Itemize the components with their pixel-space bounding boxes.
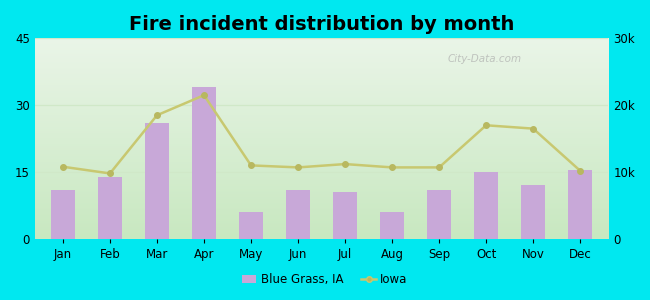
Title: Fire incident distribution by month: Fire incident distribution by month — [129, 15, 514, 34]
Bar — [192, 87, 216, 239]
Bar — [239, 212, 263, 239]
Bar — [51, 190, 75, 239]
Legend: Blue Grass, IA, Iowa: Blue Grass, IA, Iowa — [238, 269, 412, 291]
Text: City-Data.com: City-Data.com — [448, 54, 522, 64]
Bar — [333, 192, 357, 239]
Bar — [145, 123, 169, 239]
Bar — [380, 212, 404, 239]
Bar — [474, 172, 498, 239]
Bar — [568, 170, 592, 239]
Bar — [521, 185, 545, 239]
Bar — [286, 190, 310, 239]
Bar — [98, 177, 122, 239]
Bar — [427, 190, 451, 239]
